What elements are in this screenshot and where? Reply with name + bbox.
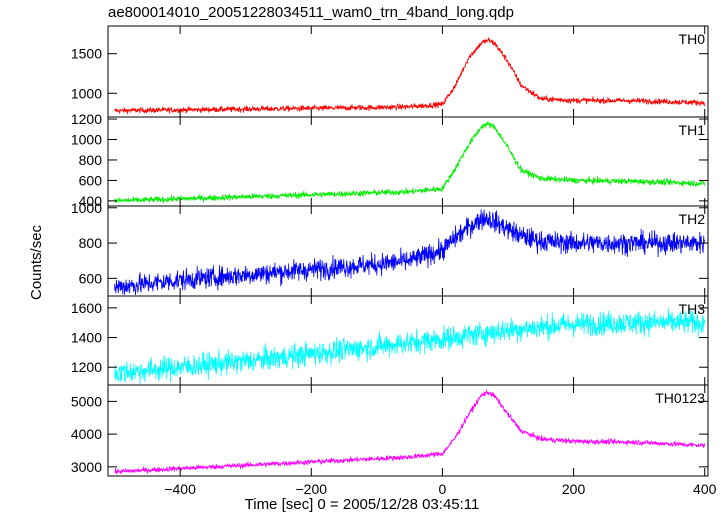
panel-label-th1: TH1 bbox=[679, 122, 706, 138]
x-tick-label: −200 bbox=[296, 481, 328, 497]
y-tick-label: 3000 bbox=[71, 459, 102, 475]
y-tick-label: 1400 bbox=[71, 330, 102, 346]
x-tick-label: 200 bbox=[562, 481, 586, 497]
y-tick-label: 4000 bbox=[71, 426, 102, 442]
panel-frame bbox=[107, 205, 709, 297]
y-tick-label: 1000 bbox=[71, 132, 102, 148]
panel-frame bbox=[107, 25, 709, 118]
panel-label-th2: TH2 bbox=[679, 211, 706, 227]
y-tick-label: 1200 bbox=[71, 111, 102, 127]
panel-frame bbox=[107, 384, 709, 477]
series-line-th1 bbox=[114, 121, 706, 204]
series-line-th3 bbox=[114, 308, 706, 385]
y-tick-label: 1600 bbox=[71, 300, 102, 316]
chart-title: ae800014010_20051228034511_wam0_trn_4ban… bbox=[108, 4, 514, 21]
series-line-th0 bbox=[114, 36, 706, 115]
y-tick-label: 800 bbox=[79, 235, 103, 251]
y-tick-label: 1000 bbox=[71, 200, 102, 216]
y-tick-label: 5000 bbox=[71, 393, 102, 409]
panel-label-th0123: TH0123 bbox=[655, 390, 705, 406]
x-tick-label: 400 bbox=[693, 481, 717, 497]
series-line-th0123 bbox=[114, 389, 706, 475]
panel-label-th3: TH3 bbox=[679, 301, 706, 317]
y-tick-label: 1200 bbox=[71, 359, 102, 375]
panel-label-th0: TH0 bbox=[679, 31, 706, 47]
y-tick-label: 600 bbox=[79, 270, 103, 286]
x-tick-label: −400 bbox=[164, 481, 196, 497]
series-line-th2 bbox=[114, 209, 706, 296]
y-tick-label: 1500 bbox=[71, 46, 102, 62]
x-axis-label: Time [sec] 0 = 2005/12/28 03:45:11 bbox=[244, 496, 480, 513]
y-tick-label: 600 bbox=[79, 172, 103, 188]
y-tick-label: 400 bbox=[79, 193, 103, 209]
x-tick-label: 0 bbox=[439, 481, 447, 497]
y-tick-label: 800 bbox=[79, 152, 103, 168]
y-tick-label: 1000 bbox=[71, 85, 102, 101]
